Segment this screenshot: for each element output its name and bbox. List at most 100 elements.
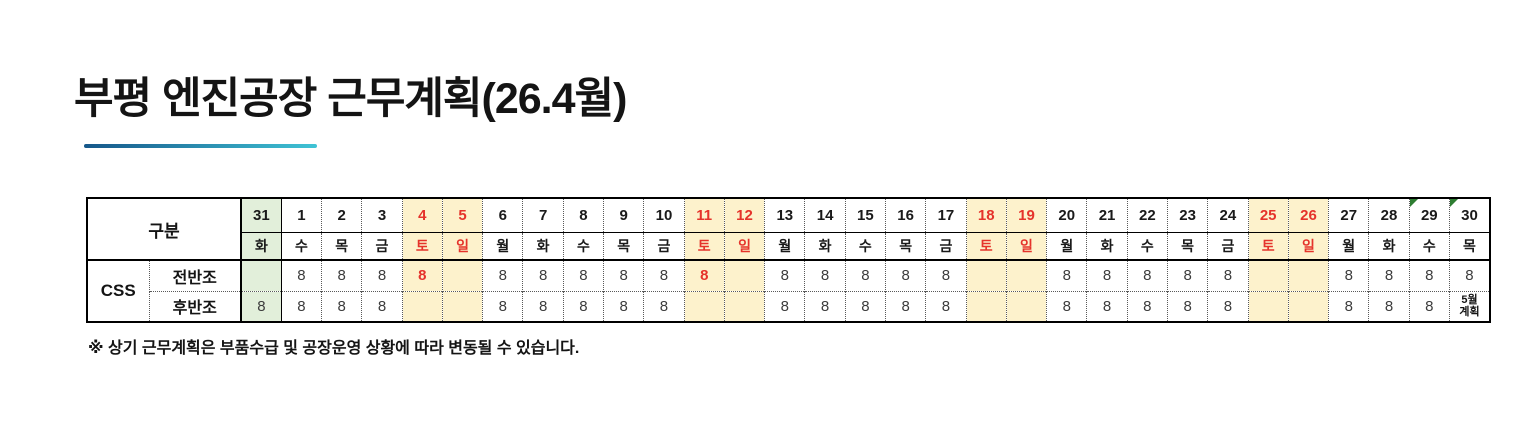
- value-rear-23: 8: [1166, 290, 1208, 322]
- value-front-14: 8: [804, 259, 846, 291]
- weekday-header-12: 일: [723, 231, 765, 260]
- value-rear-15: 8: [844, 290, 886, 322]
- value-front-31: [239, 259, 282, 291]
- value-rear-2: 8: [321, 290, 362, 322]
- date-header-5: 5: [441, 198, 483, 232]
- weekday-header-18: 토: [965, 231, 1007, 260]
- weekday-header-25: 토: [1247, 231, 1289, 260]
- value-rear-3: 8: [361, 290, 403, 322]
- weekday-header-4: 토: [401, 231, 443, 260]
- value-front-15: 8: [844, 259, 886, 291]
- weekday-header-2: 목: [321, 231, 362, 260]
- value-front-18: [965, 259, 1007, 291]
- weekday-header-20: 월: [1046, 231, 1087, 260]
- date-header-7: 7: [522, 198, 564, 232]
- weekday-header-17: 금: [925, 231, 967, 260]
- value-rear-21: 8: [1086, 290, 1128, 322]
- weekday-header-30: 목: [1448, 231, 1490, 260]
- weekday-header-7: 화: [522, 231, 564, 260]
- date-header-30: 30: [1448, 198, 1490, 232]
- value-front-20: 8: [1046, 259, 1087, 291]
- date-header-29: 29: [1408, 198, 1450, 232]
- date-header-23: 23: [1166, 198, 1208, 232]
- date-header-17: 17: [925, 198, 967, 232]
- date-header-18: 18: [965, 198, 1007, 232]
- weekday-header-21: 화: [1086, 231, 1128, 260]
- date-header-27: 27: [1328, 198, 1369, 232]
- value-front-25: [1247, 259, 1289, 291]
- page-title: 부평 엔진공장 근무계획(26.4월): [74, 75, 627, 123]
- weekday-header-16: 목: [884, 231, 926, 260]
- date-header-9: 9: [603, 198, 644, 232]
- value-front-11: 8: [683, 259, 725, 291]
- value-rear-7: 8: [522, 290, 564, 322]
- weekday-header-31: 화: [239, 231, 282, 260]
- value-front-30: 8: [1448, 259, 1490, 291]
- value-rear-9: 8: [603, 290, 644, 322]
- value-rear-14: 8: [804, 290, 846, 322]
- value-front-22: 8: [1126, 259, 1168, 291]
- date-header-26: 26: [1287, 198, 1329, 232]
- value-front-7: 8: [522, 259, 564, 291]
- value-front-19: [1005, 259, 1047, 291]
- value-rear-25: [1247, 290, 1289, 322]
- value-rear-20: 8: [1046, 290, 1087, 322]
- date-header-14: 14: [804, 198, 846, 232]
- value-rear-30: 5월 계획: [1448, 290, 1490, 322]
- value-front-24: 8: [1207, 259, 1249, 291]
- date-header-16: 16: [884, 198, 926, 232]
- value-rear-16: 8: [884, 290, 926, 322]
- value-rear-11: [683, 290, 725, 322]
- value-rear-1: 8: [280, 290, 322, 322]
- value-rear-12: [723, 290, 765, 322]
- shift-label-front: 전반조: [149, 259, 242, 291]
- value-front-23: 8: [1166, 259, 1208, 291]
- value-front-17: 8: [925, 259, 967, 291]
- value-rear-27: 8: [1328, 290, 1369, 322]
- group-label: CSS: [87, 259, 150, 322]
- value-rear-29: 8: [1408, 290, 1450, 322]
- date-header-25: 25: [1247, 198, 1289, 232]
- value-front-28: 8: [1368, 259, 1410, 291]
- value-front-10: 8: [643, 259, 685, 291]
- value-front-2: 8: [321, 259, 362, 291]
- value-front-29: 8: [1408, 259, 1450, 291]
- value-rear-28: 8: [1368, 290, 1410, 322]
- date-header-2: 2: [321, 198, 362, 232]
- value-rear-8: 8: [562, 290, 604, 322]
- value-front-4: 8: [401, 259, 443, 291]
- weekday-header-3: 금: [361, 231, 403, 260]
- date-header-20: 20: [1046, 198, 1087, 232]
- value-rear-4: [401, 290, 443, 322]
- date-header-3: 3: [361, 198, 403, 232]
- shift-label-rear: 후반조: [149, 290, 242, 322]
- weekday-header-10: 금: [643, 231, 685, 260]
- weekday-header-24: 금: [1207, 231, 1249, 260]
- value-rear-5: [441, 290, 483, 322]
- value-rear-17: 8: [925, 290, 967, 322]
- weekday-header-19: 일: [1005, 231, 1047, 260]
- value-front-12: [723, 259, 765, 291]
- weekday-header-1: 수: [280, 231, 322, 260]
- weekday-header-6: 월: [482, 231, 523, 260]
- weekday-header-22: 수: [1126, 231, 1168, 260]
- date-header-1: 1: [280, 198, 322, 232]
- rear-shift-row: 후반조 8 8 8 8 8 8 8 8 8 8 8 8 8 8 8 8 8 8 8 8 8 8 5월 계획: [87, 290, 1490, 322]
- value-rear-31: 8: [239, 290, 282, 322]
- date-header-24: 24: [1207, 198, 1249, 232]
- weekday-header-14: 화: [804, 231, 846, 260]
- date-header-22: 22: [1126, 198, 1168, 232]
- date-header-4: 4: [401, 198, 443, 232]
- work-schedule-table: 구분 31 1 2 3 4 5 6 7 8 9 10 11 12 13 14 15 16 17 18 19 20 21 22 2…: [86, 197, 1491, 323]
- value-front-5: [441, 259, 483, 291]
- value-rear-19: [1005, 290, 1047, 322]
- value-rear-22: 8: [1126, 290, 1168, 322]
- date-header-11: 11: [683, 198, 725, 232]
- value-rear-6: 8: [482, 290, 523, 322]
- date-header-13: 13: [764, 198, 805, 232]
- weekday-header-26: 일: [1287, 231, 1329, 260]
- date-header-row: 구분 31 1 2 3 4 5 6 7 8 9 10 11 12 13 14 15 16 17 18 19 20 21 22 2…: [87, 198, 1490, 260]
- weekday-header-23: 목: [1166, 231, 1208, 260]
